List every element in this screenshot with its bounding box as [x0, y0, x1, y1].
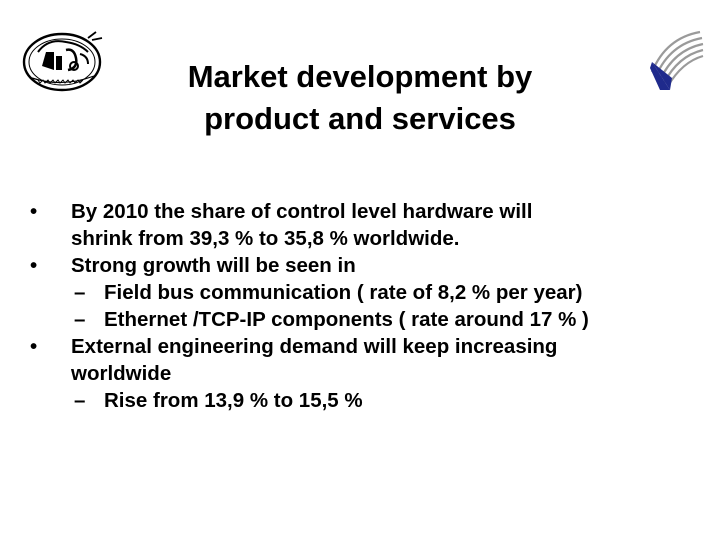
bullet-item-3: • External engineering demand will keep …: [0, 333, 720, 387]
bullet-3-line-2: worldwide: [71, 362, 172, 385]
sub-item-2-1-text: Field bus communication ( rate of 8,2 % …: [104, 281, 583, 304]
bullet-1-line-2: shrink from 39,3 % to 35,8 % worldwide.: [71, 227, 460, 250]
bullet-item-2: • Strong growth will be seen in: [0, 252, 720, 279]
dash-marker: –: [74, 389, 86, 412]
sub-item-3-1: – Rise from 13,9 % to 15,5 %: [0, 387, 720, 414]
bullet-3-line-1: External engineering demand will keep in…: [71, 335, 558, 358]
university-seal-logo: [22, 31, 103, 92]
bullet-marker: •: [30, 200, 38, 223]
swoosh-logo: [650, 30, 704, 90]
bullet-marker: •: [30, 335, 38, 358]
bullet-item-1: • By 2010 the share of control level har…: [0, 198, 720, 252]
dash-marker: –: [74, 308, 86, 331]
bullet-2-text: Strong growth will be seen in: [71, 254, 356, 277]
sub-item-3-1-text: Rise from 13,9 % to 15,5 %: [104, 389, 363, 412]
title-line-1: Market development by: [187, 59, 533, 94]
sub-item-2-2-text: Ethernet /TCP-IP components ( rate aroun…: [104, 308, 589, 331]
sub-item-2-1: – Field bus communication ( rate of 8,2 …: [0, 279, 720, 306]
bullet-list: • By 2010 the share of control level har…: [0, 198, 720, 414]
bullet-marker: •: [30, 254, 38, 277]
dash-marker: –: [74, 281, 86, 304]
bullet-1-line-1: By 2010 the share of control level hardw…: [71, 200, 533, 223]
title-line-2: product and services: [204, 101, 516, 136]
sub-item-2-2: – Ethernet /TCP-IP components ( rate aro…: [0, 306, 720, 333]
slide-title: Market development by product and servic…: [150, 56, 570, 140]
